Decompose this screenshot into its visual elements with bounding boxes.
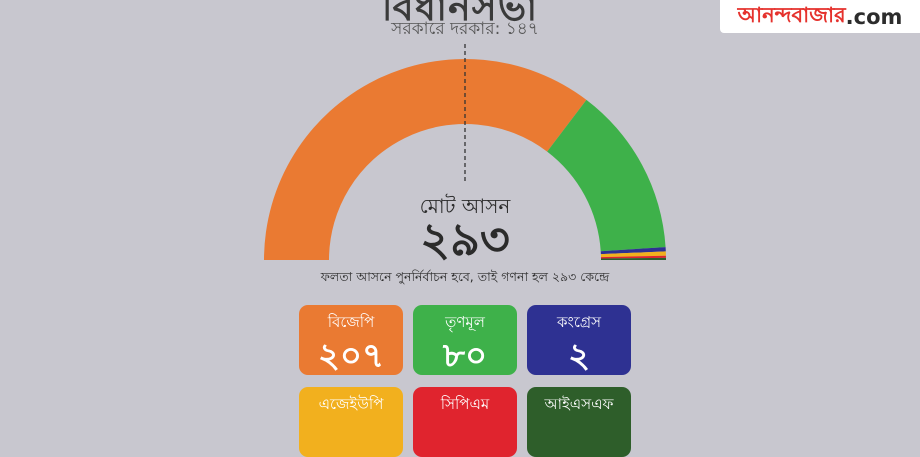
party-seats-bjp: ২০৭ xyxy=(317,336,385,375)
party-card-tmc: তৃণমূল ৮০ xyxy=(413,305,517,375)
party-card-isf: আইএসএফ xyxy=(527,387,631,457)
gauge-segment-isf xyxy=(600,257,666,260)
total-seats-label: মোট আসন xyxy=(419,194,511,218)
party-seats-tmc: ৮০ xyxy=(442,336,488,375)
gauge-segment-cpim xyxy=(600,255,666,259)
majority-text: সরকারে দরকার: ১৪৭ xyxy=(391,19,539,39)
party-card-cpim: সিপিএম xyxy=(413,387,517,457)
party-name-cpim: সিপিএম xyxy=(440,395,490,413)
party-card-bjp: বিজেপি ২০৭ xyxy=(299,305,403,375)
logo-text: আনন্দবাজার xyxy=(737,3,846,27)
recount-note: ফলতা আসনে পুনর্নির্বাচন হবে, তাই গণনা হল… xyxy=(320,269,610,284)
gauge-segment-tmc xyxy=(547,99,666,252)
party-name-tmc: তৃণমূল xyxy=(445,313,485,331)
party-name-ajup: এজেইউপি xyxy=(318,395,384,413)
anandabazar-logo[interactable]: আনন্দবাজার .com xyxy=(720,0,920,33)
party-name-bjp: বিজেপি xyxy=(327,313,375,331)
gauge-segment-ajup xyxy=(600,251,666,258)
headline: বিধানসভা xyxy=(381,0,539,29)
seat-gauge-chart xyxy=(264,44,666,261)
total-seats-value: ২৯৩ xyxy=(420,212,510,266)
party-name-congress: কংগ্রেস xyxy=(556,313,602,331)
logo-domain: .com xyxy=(845,4,903,29)
gauge-segment-bjp xyxy=(264,59,587,261)
party-seats-congress: ২ xyxy=(567,336,591,375)
party-card-ajup: এজেইউপি xyxy=(299,387,403,457)
party-name-isf: আইএসএফ xyxy=(544,395,614,413)
party-card-congress: কংগ্রেস ২ xyxy=(527,305,631,375)
gauge-segment-congress xyxy=(600,247,666,255)
